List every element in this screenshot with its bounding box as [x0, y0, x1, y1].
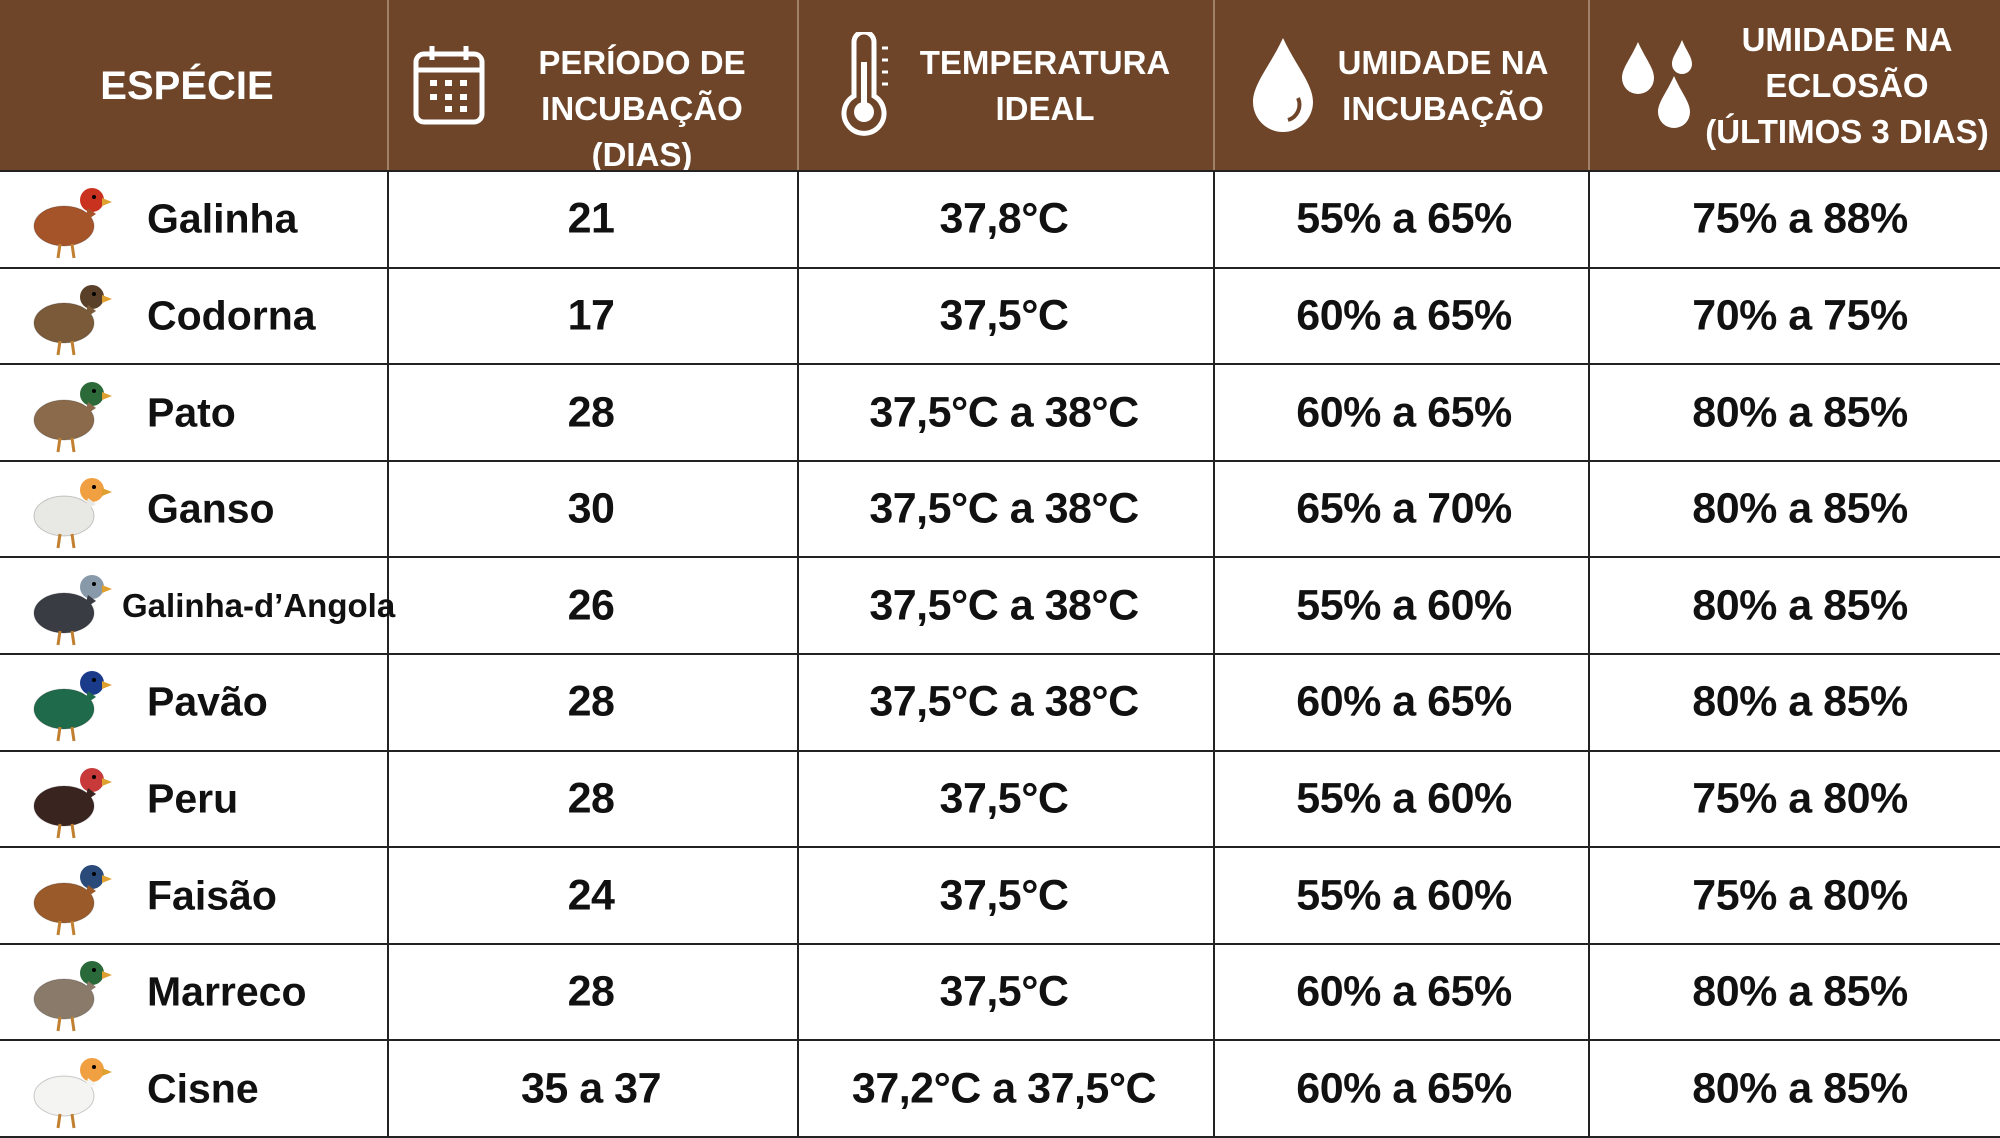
- cell-value: 80% a 85%: [1692, 388, 1908, 436]
- cell-value: 55% a 60%: [1296, 581, 1512, 630]
- cell-value: 37,8°C: [939, 194, 1069, 243]
- calendar-icon: [413, 46, 485, 125]
- row-line: [0, 749, 2000, 752]
- header-text: ESPÉCIE: [100, 63, 274, 108]
- row-line: [0, 942, 2000, 945]
- col-line: [387, 171, 389, 1137]
- cell-value: 55% a 60%: [1296, 774, 1512, 823]
- cell-value: 37,5°C a 38°C: [869, 484, 1139, 533]
- cell-value: 60% a 65%: [1296, 967, 1512, 1016]
- cell-value: 26: [567, 581, 615, 630]
- bird-icon: [33, 671, 112, 742]
- cell-value: 75% a 88%: [1692, 194, 1908, 243]
- bird-icon: [33, 574, 112, 645]
- cell-value: 80% a 85%: [1692, 1064, 1908, 1113]
- cell-value: 30: [567, 484, 615, 533]
- header-divider: [1213, 0, 1215, 171]
- species-name: Pavão: [147, 678, 268, 725]
- header-text: UMIDADE NA: [1741, 20, 1953, 58]
- cell-value: 17: [567, 291, 615, 340]
- bird-icon: [33, 864, 112, 935]
- header-text: PERÍODO DE: [538, 43, 746, 81]
- header-divider: [1588, 0, 1590, 171]
- cell-value: 60% a 65%: [1296, 677, 1512, 726]
- species-name: Galinha: [147, 195, 298, 242]
- cell-value: 35 a 37: [521, 1064, 661, 1113]
- cell-value: 60% a 65%: [1296, 1064, 1512, 1113]
- cell-value: 80% a 85%: [1692, 484, 1908, 533]
- cell-value: 28: [567, 967, 615, 1016]
- cell-value: 37,5°C a 38°C: [869, 581, 1139, 630]
- species-name: Pato: [147, 389, 236, 435]
- header-divider: [797, 0, 799, 171]
- row-line: [0, 266, 2000, 269]
- bird-icon: [33, 1057, 112, 1128]
- species-name: Cisne: [147, 1065, 259, 1112]
- cell-value: 60% a 65%: [1296, 388, 1512, 436]
- cell-value: 75% a 80%: [1692, 774, 1908, 823]
- cell-value: 37,5°C: [939, 291, 1069, 340]
- cell-value: 55% a 65%: [1296, 194, 1512, 243]
- row-line: [0, 459, 2000, 462]
- bird-icon: [33, 961, 112, 1032]
- bird-icon: [33, 478, 112, 549]
- col-line: [1213, 171, 1215, 1137]
- bird-icon: [33, 767, 112, 839]
- cell-value: 80% a 85%: [1692, 967, 1908, 1016]
- header-text: TEMPERATURA: [919, 43, 1171, 81]
- cell-value: 24: [567, 871, 615, 919]
- cell-value: 28: [567, 388, 615, 436]
- cell-value: 80% a 85%: [1692, 581, 1908, 630]
- row-line: [0, 170, 2000, 172]
- cell-value: 37,5°C a 38°C: [869, 677, 1139, 726]
- cell-value: 80% a 85%: [1692, 677, 1908, 726]
- header-text: ECLOSÃO: [1765, 66, 1929, 104]
- row-line: [0, 556, 2000, 559]
- bird-icon: [33, 188, 112, 259]
- bird-icon: [33, 381, 112, 452]
- cell-value: 55% a 60%: [1296, 871, 1512, 919]
- cell-value: 21: [567, 194, 615, 243]
- row-line: [0, 846, 2000, 849]
- row-line: [0, 1039, 2000, 1042]
- header-text: UMIDADE NA: [1337, 43, 1549, 81]
- cell-value: 37,5°C: [939, 774, 1069, 823]
- cell-value: 60% a 65%: [1296, 291, 1512, 340]
- cell-value: 37,2°C a 37,5°C: [851, 1064, 1157, 1113]
- species-name: Ganso: [147, 485, 275, 532]
- header-divider: [387, 0, 389, 171]
- header-text: (ÚLTIMOS 3 DIAS): [1705, 112, 1989, 150]
- species-name: Galinha-d’Angola: [122, 586, 396, 624]
- cell-value: 75% a 80%: [1692, 871, 1908, 919]
- cell-value: 37,5°C: [939, 871, 1069, 919]
- header-text: INCUBAÇÃO (DIAS): [541, 89, 743, 173]
- header-text: INCUBAÇÃO: [1342, 89, 1544, 127]
- species-name: Codorna: [147, 292, 316, 339]
- header-text: IDEAL: [995, 89, 1095, 127]
- thermometer-icon: [841, 32, 888, 136]
- cell-value: 37,5°C a 38°C: [869, 388, 1139, 436]
- header-bar: [0, 0, 2000, 171]
- row-line: [0, 653, 2000, 655]
- species-name: Marreco: [147, 968, 307, 1015]
- species-name: Peru: [147, 775, 239, 822]
- species-name: Faisão: [147, 872, 277, 918]
- cell-value: 65% a 70%: [1296, 484, 1512, 533]
- cell-value: 28: [567, 677, 615, 726]
- cell-value: 28: [567, 774, 615, 823]
- col-line: [797, 171, 799, 1137]
- drop-icon: [1253, 38, 1313, 132]
- row-line: [0, 363, 2000, 366]
- cell-value: 70% a 75%: [1692, 291, 1908, 340]
- drops-icon: [1622, 40, 1692, 128]
- bird-icon: [33, 284, 112, 356]
- cell-value: 37,5°C: [939, 967, 1069, 1016]
- col-line: [1588, 171, 1590, 1137]
